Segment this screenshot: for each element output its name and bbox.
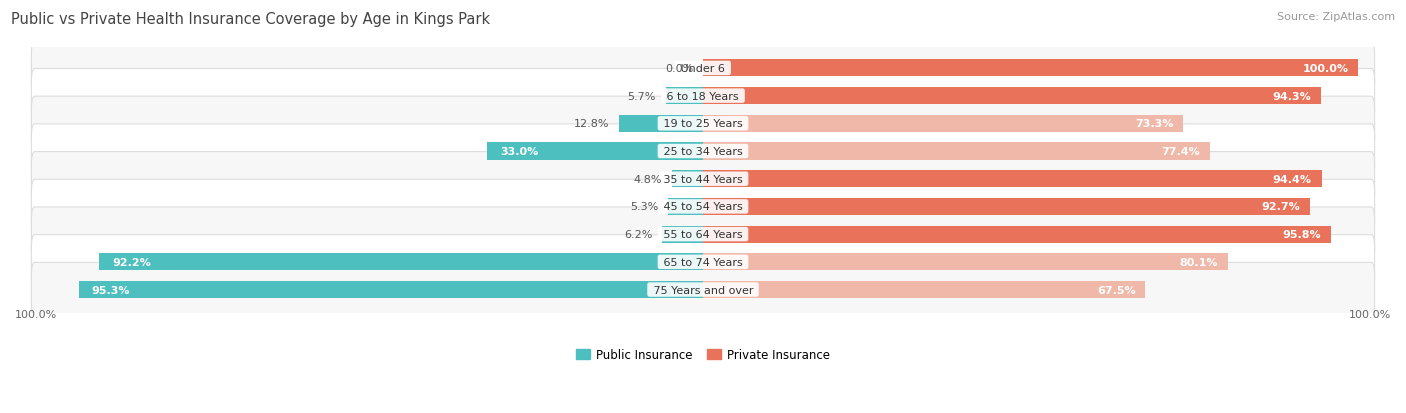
Text: 6 to 18 Years: 6 to 18 Years bbox=[664, 91, 742, 101]
Text: 55 to 64 Years: 55 to 64 Years bbox=[659, 230, 747, 240]
Text: 19 to 25 Years: 19 to 25 Years bbox=[659, 119, 747, 129]
Text: 33.0%: 33.0% bbox=[501, 147, 538, 157]
FancyBboxPatch shape bbox=[31, 263, 1375, 317]
Text: 12.8%: 12.8% bbox=[574, 119, 609, 129]
Bar bbox=[703, 198, 1310, 216]
Bar bbox=[703, 116, 1184, 133]
Text: 5.3%: 5.3% bbox=[630, 202, 658, 212]
Text: 100.0%: 100.0% bbox=[1348, 310, 1391, 320]
FancyBboxPatch shape bbox=[31, 180, 1375, 234]
Text: 45 to 54 Years: 45 to 54 Years bbox=[659, 202, 747, 212]
Bar bbox=[98, 254, 703, 271]
FancyBboxPatch shape bbox=[31, 235, 1375, 289]
Bar bbox=[703, 143, 1211, 160]
Legend: Public Insurance, Private Insurance: Public Insurance, Private Insurance bbox=[571, 343, 835, 366]
Bar bbox=[703, 254, 1227, 271]
FancyBboxPatch shape bbox=[31, 152, 1375, 206]
Text: 100.0%: 100.0% bbox=[15, 310, 58, 320]
FancyBboxPatch shape bbox=[31, 97, 1375, 151]
Text: 65 to 74 Years: 65 to 74 Years bbox=[659, 257, 747, 267]
FancyBboxPatch shape bbox=[31, 69, 1375, 123]
FancyBboxPatch shape bbox=[31, 125, 1375, 179]
FancyBboxPatch shape bbox=[31, 42, 1375, 96]
FancyBboxPatch shape bbox=[31, 207, 1375, 261]
Text: 73.3%: 73.3% bbox=[1135, 119, 1174, 129]
Bar bbox=[703, 281, 1146, 298]
Bar bbox=[662, 226, 703, 243]
Text: 67.5%: 67.5% bbox=[1097, 285, 1136, 295]
Bar bbox=[486, 143, 703, 160]
Text: Public vs Private Health Insurance Coverage by Age in Kings Park: Public vs Private Health Insurance Cover… bbox=[11, 12, 491, 27]
Text: 5.7%: 5.7% bbox=[627, 91, 655, 101]
Text: 100.0%: 100.0% bbox=[1302, 64, 1348, 74]
Bar bbox=[79, 281, 703, 298]
Text: 77.4%: 77.4% bbox=[1161, 147, 1201, 157]
Text: 25 to 34 Years: 25 to 34 Years bbox=[659, 147, 747, 157]
Bar bbox=[703, 60, 1358, 77]
Text: 35 to 44 Years: 35 to 44 Years bbox=[659, 174, 747, 184]
Bar bbox=[668, 198, 703, 216]
Text: 6.2%: 6.2% bbox=[624, 230, 652, 240]
Bar bbox=[619, 116, 703, 133]
Text: 95.8%: 95.8% bbox=[1282, 230, 1320, 240]
Text: 75 Years and over: 75 Years and over bbox=[650, 285, 756, 295]
Bar bbox=[703, 88, 1320, 105]
Text: 94.3%: 94.3% bbox=[1272, 91, 1310, 101]
Text: 95.3%: 95.3% bbox=[91, 285, 131, 295]
Text: 92.2%: 92.2% bbox=[112, 257, 150, 267]
Text: 4.8%: 4.8% bbox=[633, 174, 662, 184]
Text: 92.7%: 92.7% bbox=[1261, 202, 1301, 212]
Text: Under 6: Under 6 bbox=[678, 64, 728, 74]
Text: 80.1%: 80.1% bbox=[1180, 257, 1218, 267]
Text: 0.0%: 0.0% bbox=[665, 64, 693, 74]
Bar bbox=[672, 171, 703, 188]
Bar bbox=[665, 88, 703, 105]
Text: Source: ZipAtlas.com: Source: ZipAtlas.com bbox=[1277, 12, 1395, 22]
Text: 94.4%: 94.4% bbox=[1272, 174, 1312, 184]
Bar bbox=[703, 171, 1322, 188]
Bar bbox=[703, 226, 1330, 243]
